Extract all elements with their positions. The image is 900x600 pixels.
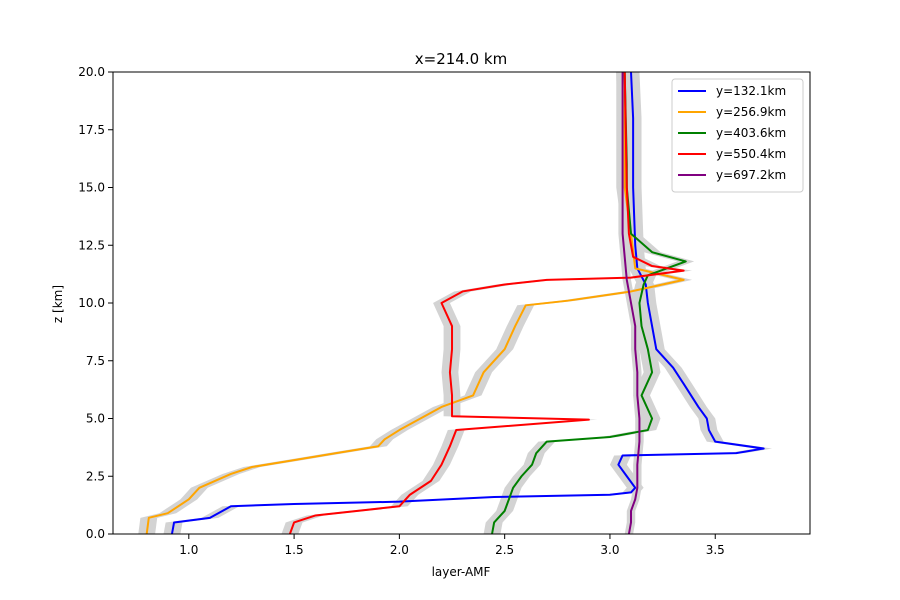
y-tick-label: 2.5 (86, 469, 105, 483)
y-tick-label: 0.0 (86, 527, 105, 541)
y-axis-label: z [km] (51, 285, 65, 323)
chart-title: x=214.0 km (415, 50, 507, 68)
plot-area: 1.0 1.5 2.0 2.5 3.0 3.5 0.0 2.5 5.0 7.5 10.0 12.5 15… (78, 65, 811, 557)
x-tick-label: 2.0 (390, 543, 409, 557)
y-tick-label: 15.0 (78, 181, 105, 195)
legend-label: y=697.2km (716, 168, 786, 182)
y-tick-label: 20.0 (78, 65, 105, 79)
uncertainty-band-3 (483, 72, 695, 534)
x-tick-label: 1.5 (285, 543, 304, 557)
series-line-4 (288, 71, 685, 535)
x-tick-label: 2.5 (495, 543, 514, 557)
legend: y=132.1km y=256.9km y=403.6km y=550.4km y=69… (671, 78, 804, 193)
x-tick-label: 3.0 (600, 543, 619, 557)
legend-box (671, 78, 804, 193)
legend-label: y=403.6km (716, 126, 786, 140)
legend-label: y=132.1km (716, 84, 786, 98)
x-axis-label: layer-AMF (432, 565, 491, 579)
x-tick-label: 3.5 (706, 543, 725, 557)
x-tick-label: 1.0 (179, 543, 198, 557)
y-tick-label: 10.0 (78, 296, 105, 310)
y-tick-label: 17.5 (78, 123, 105, 137)
uncertainty-band-2 (138, 72, 693, 534)
series-line-3 (491, 71, 687, 535)
uncertainty-band-1 (163, 72, 773, 534)
y-tick-label: 12.5 (78, 238, 105, 252)
y-tick-label: 7.5 (86, 354, 105, 368)
series-line-5 (621, 72, 641, 535)
y-tick-label: 5.0 (86, 412, 105, 426)
legend-label: y=256.9km (716, 105, 786, 119)
legend-label: y=550.4km (716, 147, 786, 161)
series-line-2 (145, 72, 685, 535)
